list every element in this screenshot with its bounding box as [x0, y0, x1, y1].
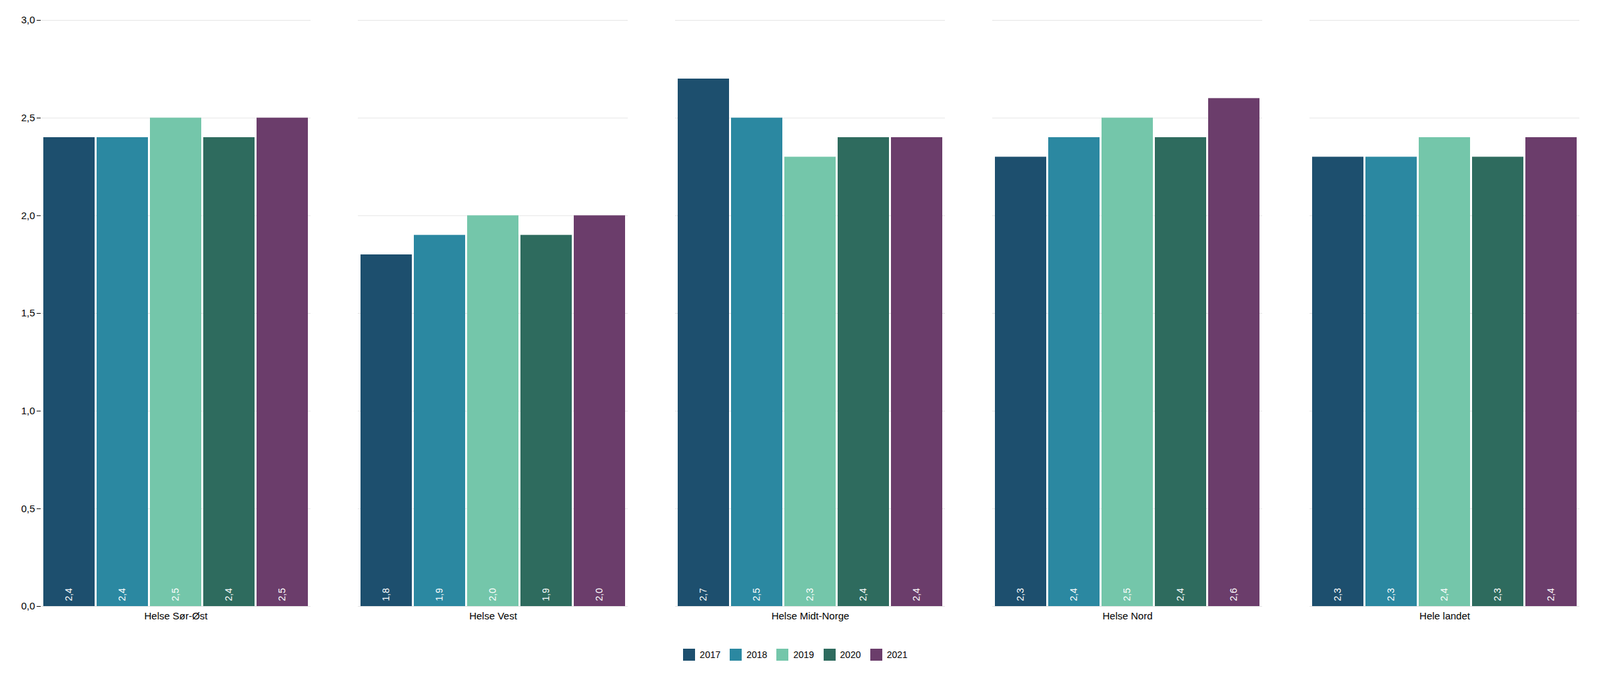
- svg-text:3,0: 3,0: [21, 13, 36, 26]
- svg-text:2,3: 2,3: [1492, 588, 1503, 602]
- svg-text:2,4: 2,4: [1545, 588, 1557, 602]
- svg-text:2,3: 2,3: [1385, 588, 1397, 602]
- svg-text:2,5: 2,5: [169, 588, 181, 602]
- svg-text:1,8: 1,8: [380, 588, 392, 602]
- svg-text:Helse Sør-Øst: Helse Sør-Øst: [143, 610, 208, 622]
- svg-text:2,4: 2,4: [63, 588, 74, 602]
- svg-text:2,4: 2,4: [910, 588, 922, 602]
- svg-text:Helse Nord: Helse Nord: [1102, 610, 1153, 622]
- svg-text:2,4: 2,4: [223, 588, 234, 602]
- svg-text:2,4: 2,4: [1174, 588, 1186, 602]
- svg-text:2,3: 2,3: [804, 588, 815, 602]
- svg-text:1,5: 1,5: [21, 307, 36, 319]
- svg-text:Hele landet: Hele landet: [1419, 610, 1471, 622]
- html-text:2018: 2018: [746, 649, 768, 661]
- html-text:2019: 2019: [793, 649, 815, 661]
- svg-text:2,4: 2,4: [857, 588, 869, 602]
- svg-text:1,0: 1,0: [21, 405, 36, 417]
- svg-text:2,0: 2,0: [593, 588, 605, 602]
- svg-text:2,5: 2,5: [276, 588, 288, 602]
- svg-text:2,3: 2,3: [1332, 588, 1343, 602]
- svg-text:2,0: 2,0: [21, 209, 36, 222]
- svg-text:Helse Midt-Norge: Helse Midt-Norge: [771, 610, 850, 622]
- svg-text:2,5: 2,5: [1121, 588, 1133, 602]
- svg-text:1,9: 1,9: [433, 588, 445, 602]
- svg-text:2,4: 2,4: [116, 588, 128, 602]
- svg-text:Helse Vest: Helse Vest: [469, 610, 518, 622]
- svg-text:0,5: 0,5: [21, 503, 36, 515]
- svg-text:2,4: 2,4: [1438, 588, 1450, 602]
- svg-text:2,6: 2,6: [1228, 588, 1239, 602]
- svg-text:2,7: 2,7: [697, 588, 709, 602]
- svg-text:2,5: 2,5: [21, 111, 36, 124]
- html-text:2021: 2021: [886, 649, 908, 661]
- svg-text:2,3: 2,3: [1014, 588, 1026, 602]
- html-text:2017: 2017: [699, 649, 721, 661]
- svg-text:1,9: 1,9: [540, 588, 552, 602]
- html-text:2020: 2020: [840, 649, 861, 661]
- svg-text:2,5: 2,5: [751, 588, 762, 602]
- svg-text:2,4: 2,4: [1068, 588, 1079, 602]
- svg-text:0,0: 0,0: [21, 600, 36, 612]
- svg-text:2,0: 2,0: [487, 588, 498, 602]
